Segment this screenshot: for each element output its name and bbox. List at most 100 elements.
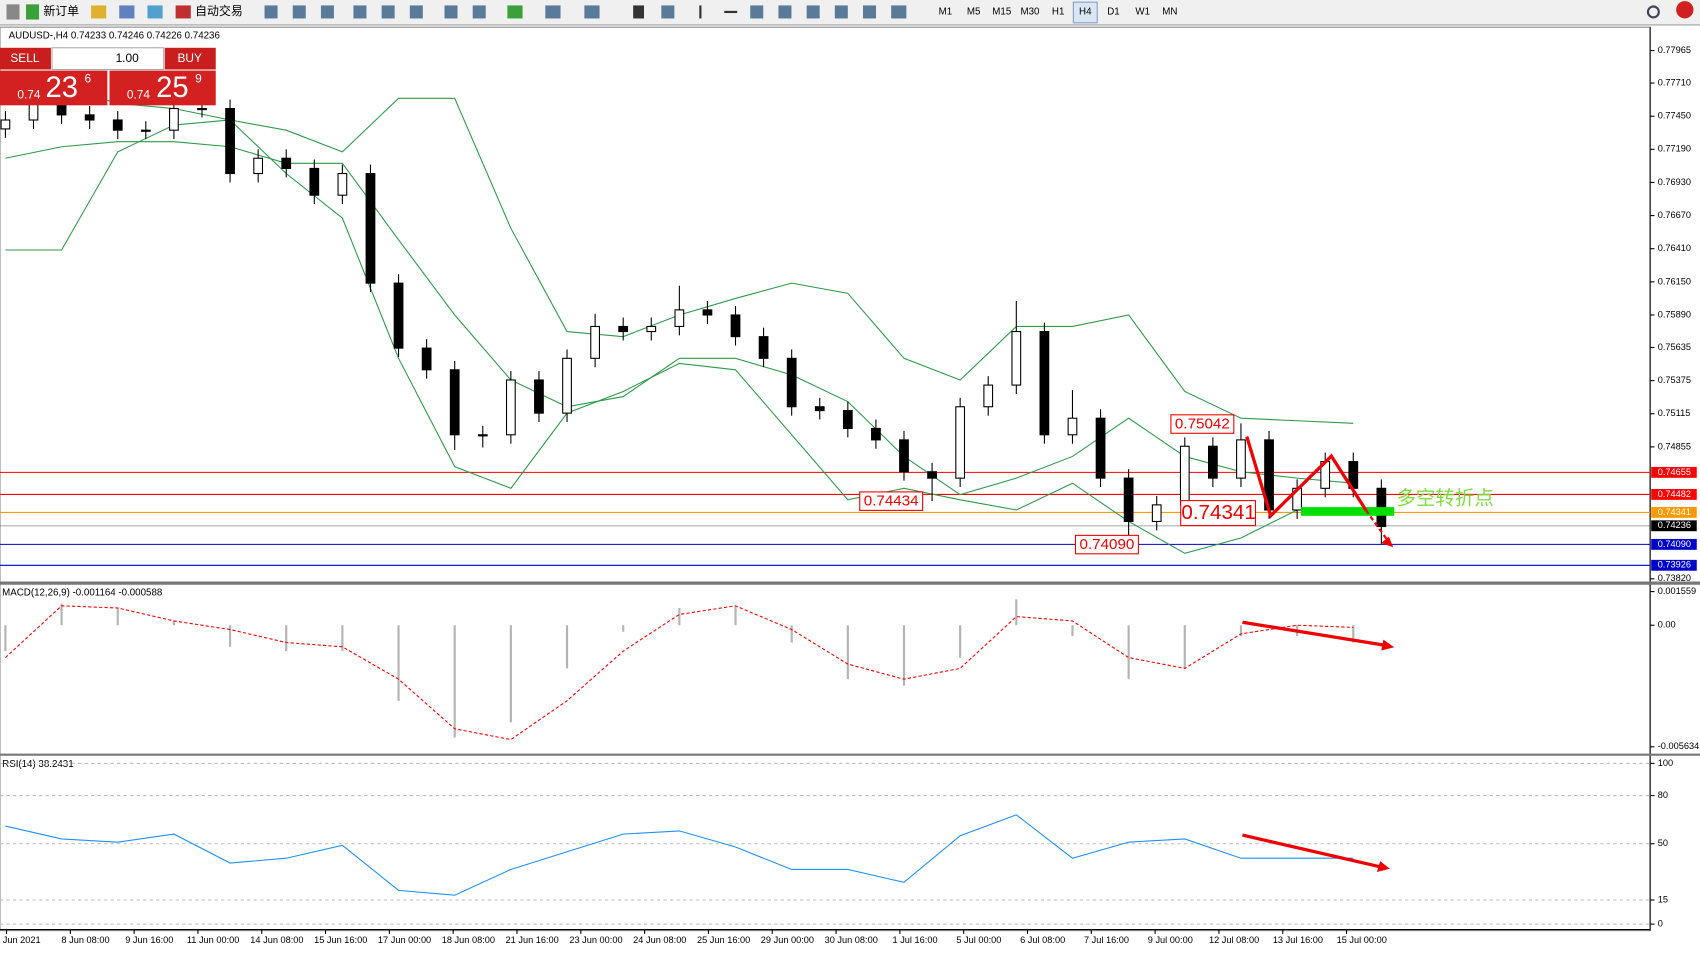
toolbar-icon[interactable] [147,5,163,19]
timeframe-button[interactable]: MN [1162,7,1177,18]
buy-price-prefix[interactable]: 0.74 [127,88,151,102]
candle-body [1123,477,1134,522]
candle-body [1095,417,1106,479]
sell-button[interactable] [0,47,51,70]
candle-body [590,325,600,359]
buy-price-big[interactable]: 25 [156,71,189,104]
candle-body [618,325,629,333]
timeframe-button[interactable]: M5 [967,7,981,18]
timeframe-button[interactable]: H1 [1052,7,1064,18]
search-icon[interactable] [1646,5,1660,19]
timeframe-button[interactable]: H4 [1079,7,1092,18]
x-tick-label: 12 Jul 08:00 [1209,935,1259,945]
y-tick-label: -0.005634 [1658,741,1699,751]
x-tick-label: 11 Jun 00:00 [187,935,240,945]
tool-icon[interactable] [633,5,645,19]
tool-icon[interactable] [891,5,907,19]
timeframe-button[interactable]: M1 [939,7,953,18]
timeframe-button[interactable]: D1 [1107,7,1119,18]
toolbar-icon[interactable] [6,4,20,20]
x-tick-label: 21 Jun 16:00 [506,935,559,945]
buy-price-small[interactable]: 9 [195,71,202,85]
candle-body [842,410,853,429]
tool-icon[interactable] [724,10,738,14]
tool-icon[interactable] [320,5,334,19]
y-tick-label: 0.75890 [1658,309,1691,319]
timeframe-button[interactable]: M30 [1020,7,1040,18]
sell-price-prefix[interactable]: 0.74 [17,88,41,102]
timeframe-button[interactable]: M15 [992,7,1012,18]
price-tag-label: 0.74341 [1658,507,1691,517]
tool-icon[interactable] [472,5,486,19]
new-order-button[interactable]: 新订单 [43,4,79,18]
lots-input[interactable] [51,47,165,71]
buy-price-box[interactable] [109,70,216,106]
arrow-head [1381,536,1394,548]
new-order-icon[interactable] [26,4,40,20]
macd-bar [4,625,7,652]
notification-icon[interactable] [1676,1,1694,19]
tool-icon[interactable] [292,5,306,19]
price-tag [1651,520,1697,532]
tool-icon[interactable] [444,5,458,19]
macd-bar [1352,625,1355,643]
tool-icon[interactable] [834,5,848,19]
sell-price-big[interactable]: 23 [46,71,79,104]
candle-body [534,379,544,414]
y-tick-label: 0.76410 [1658,243,1691,253]
annotation: 多空转折点 [1396,488,1494,510]
macd-bar [678,607,681,626]
toolbar-icon[interactable] [91,5,107,19]
candle-body [1207,445,1218,479]
candle-body [337,172,348,196]
tool-icon[interactable] [699,5,702,19]
tool-icon[interactable] [661,5,675,19]
buy-button[interactable] [164,47,216,70]
candle-body [1179,445,1190,506]
sell-price-box[interactable] [0,70,108,106]
tool-icon[interactable] [806,5,820,19]
candle-body [365,172,376,284]
arrow-head [1381,639,1395,651]
y-tick-label: 0.76150 [1658,276,1691,286]
candle-body [1151,504,1162,522]
y-tick-label: 80 [1658,790,1668,800]
tool-icon[interactable] [264,5,278,19]
x-tick-label: 29 Jun 00:00 [761,935,814,945]
candle-body [1236,439,1246,479]
x-tick-label: 25 Jun 16:00 [697,935,750,945]
tool-icon[interactable] [409,5,423,19]
y-tick-label: 50 [1658,838,1668,848]
tool-icon[interactable] [778,5,792,19]
macd-bar [1015,599,1018,626]
tool-icon[interactable] [353,5,367,19]
candle-body [112,119,123,131]
toolbar-icon[interactable] [119,5,135,19]
sell-label[interactable]: SELL [10,51,40,65]
y-tick-label: 0.76670 [1658,210,1691,220]
tool-icon[interactable] [863,5,877,19]
candle-body [84,114,95,121]
auto-trading-icon[interactable] [175,5,191,19]
candle-body [197,107,207,111]
annotation: 0.74341 [1181,501,1255,524]
macd-bar [622,625,625,632]
tool-icon[interactable] [584,5,600,19]
macd-bar [1071,625,1074,637]
auto-trading-button[interactable]: 自动交易 [195,4,243,18]
tool-icon[interactable] [507,5,523,19]
candle-body [253,157,264,175]
lots-value[interactable]: 1.00 [116,51,140,65]
timeframe-button[interactable]: W1 [1135,7,1150,18]
x-tick-label: 5 Jul 00:00 [956,935,1001,945]
buy-label[interactable]: BUY [177,51,202,65]
candle-body [927,471,937,479]
macd-bar [397,625,400,701]
tool-icon[interactable] [750,5,764,19]
tool-icon[interactable] [381,5,395,19]
tool-icon[interactable] [545,5,561,19]
toolbar [0,0,1700,25]
sell-price-small[interactable]: 6 [85,71,92,85]
macd-bar [60,603,63,626]
